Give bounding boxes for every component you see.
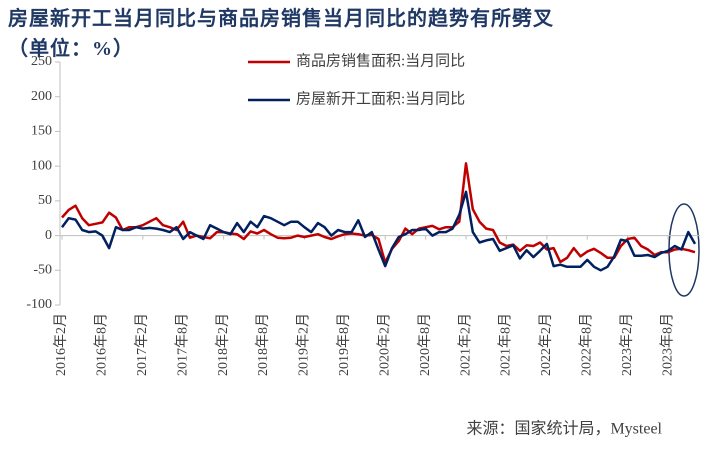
y-tick-label: -50 bbox=[33, 263, 52, 278]
series-line bbox=[60, 190, 697, 272]
source: 来源：国家统计局，Mysteel bbox=[466, 420, 662, 438]
x-tick-label: 2017年8月 bbox=[174, 313, 190, 376]
y-tick-label: 50 bbox=[38, 193, 52, 208]
x-tick-label: 2020年2月 bbox=[376, 313, 392, 376]
x-tick-label: 2022年8月 bbox=[578, 313, 594, 376]
x-tick-label: 2020年8月 bbox=[417, 313, 433, 376]
x-tick-label: 2017年2月 bbox=[134, 313, 150, 376]
x-tick-label: 2021年2月 bbox=[457, 313, 473, 376]
legend-label: 房屋新开工面积:当月同比 bbox=[296, 90, 465, 107]
x-tick-label: 2023年2月 bbox=[619, 313, 635, 376]
legend-label: 商品房销售面积:当月同比 bbox=[296, 52, 465, 69]
y-tick-label: 150 bbox=[31, 124, 52, 139]
x-tick-label: 2023年8月 bbox=[659, 313, 675, 376]
x-tick-label: 2019年8月 bbox=[336, 313, 352, 376]
x-tick-label: 2016年8月 bbox=[94, 313, 110, 376]
x-tick-label: 2022年2月 bbox=[538, 313, 554, 376]
chart-title: 房屋新开工当月同比与商品房销售当月同比的趋势有所劈叉（单位：%） bbox=[8, 8, 554, 60]
x-tick-label: 2016年2月 bbox=[53, 313, 69, 376]
y-tick-label: 100 bbox=[31, 158, 52, 173]
y-tick-label: 0 bbox=[45, 228, 52, 243]
y-tick-label: 200 bbox=[31, 89, 52, 104]
y-tick-label: 250 bbox=[31, 54, 52, 69]
x-tick-label: 2018年8月 bbox=[255, 313, 271, 376]
x-tick-label: 2021年8月 bbox=[498, 313, 514, 376]
x-tick-label: 2019年2月 bbox=[296, 313, 312, 376]
series-line bbox=[61, 162, 696, 264]
x-tick-label: 2018年2月 bbox=[215, 313, 231, 376]
y-tick-label: -100 bbox=[26, 297, 52, 312]
